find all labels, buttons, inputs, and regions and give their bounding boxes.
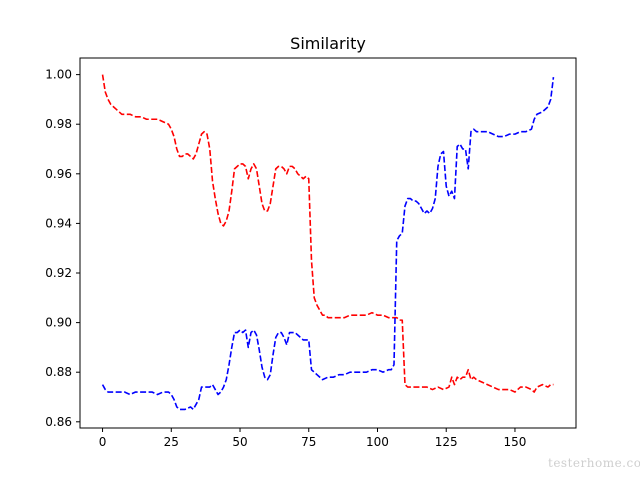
x-tick-label: 125	[435, 435, 458, 449]
x-tick-label: 25	[164, 435, 179, 449]
y-tick-label: 0.94	[45, 216, 72, 230]
y-tick-label: 0.86	[45, 415, 72, 429]
x-axis-ticks: 0 25 50 75 100 125 150	[99, 428, 527, 449]
y-tick-label: 0.96	[45, 167, 72, 181]
chart-title: Similarity	[290, 34, 366, 53]
y-tick-label: 1.00	[45, 68, 72, 82]
x-tick-label: 75	[301, 435, 316, 449]
y-tick-label: 0.88	[45, 365, 72, 379]
series-line-0	[101, 74, 554, 393]
watermark: testerhome.com	[548, 456, 640, 470]
series-line-1	[101, 77, 555, 411]
y-axis-ticks: 0.86 0.88 0.90 0.92 0.94 0.96 0.98 1.00	[45, 68, 80, 429]
x-tick-label: 0	[99, 435, 107, 449]
y-tick-label: 0.98	[45, 117, 72, 131]
y-tick-label: 0.92	[45, 266, 72, 280]
plot-frame	[79, 57, 577, 429]
y-tick-label: 0.90	[45, 316, 72, 330]
x-tick-label: 50	[232, 435, 247, 449]
x-tick-label: 100	[366, 435, 389, 449]
x-tick-label: 150	[504, 435, 527, 449]
series-layer	[101, 74, 555, 411]
